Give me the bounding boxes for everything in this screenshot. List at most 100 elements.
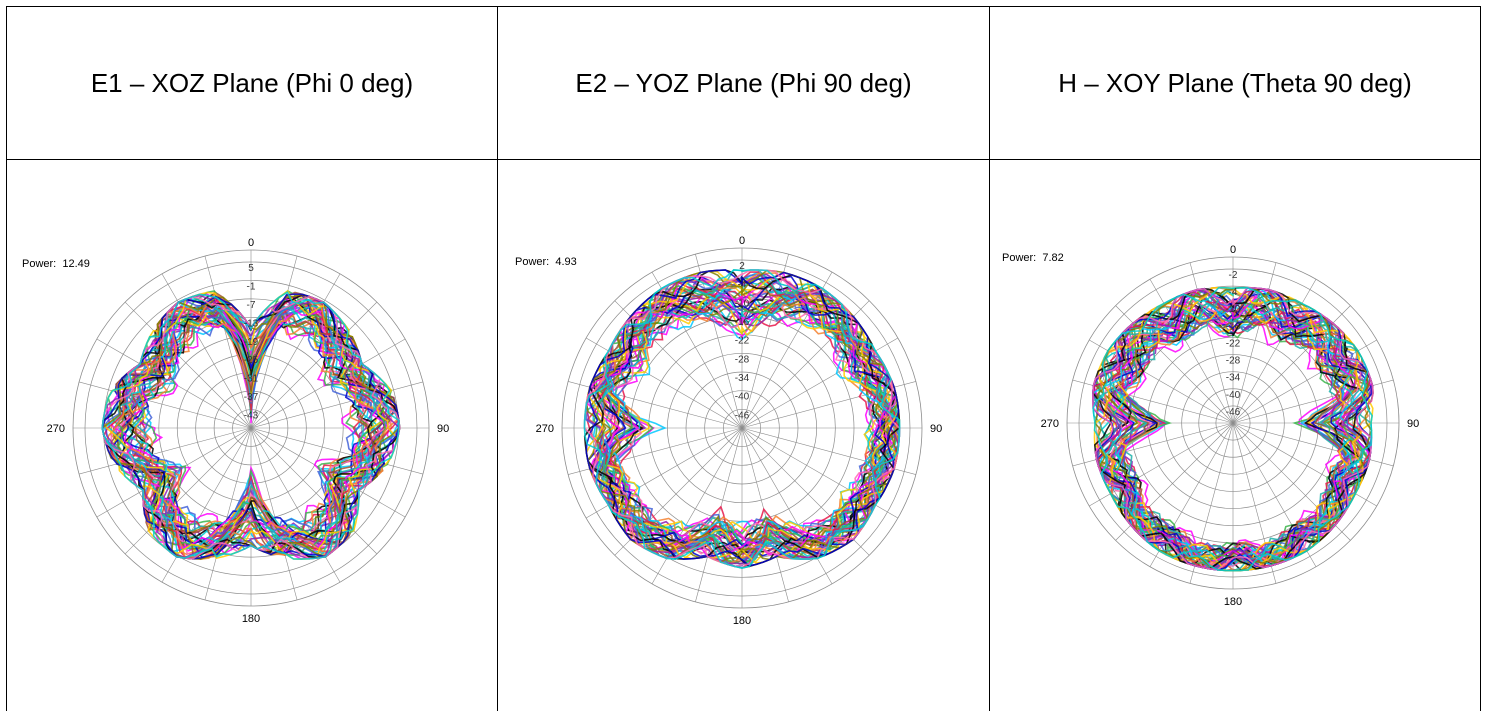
radial-tick-label: -22 xyxy=(735,336,750,347)
radial-tick-label: 5 xyxy=(248,263,254,274)
angle-label: 180 xyxy=(1224,596,1242,608)
radial-tick-label: -19 xyxy=(244,337,259,348)
grid-spoke xyxy=(250,255,298,429)
grid-spoke xyxy=(1232,422,1377,507)
radial-tick-label: -34 xyxy=(735,373,750,384)
grid-spoke xyxy=(204,427,252,601)
trace-series xyxy=(585,269,900,567)
grid-spoke xyxy=(250,427,378,555)
radial-tick-label: -1 xyxy=(247,281,256,292)
trace-series xyxy=(1092,287,1374,570)
trace-series xyxy=(1095,288,1373,570)
grid-spoke xyxy=(250,427,424,475)
trace-series xyxy=(583,269,901,569)
radial-tick-label: -4 xyxy=(1229,287,1238,298)
grid-spoke xyxy=(1089,422,1234,507)
trace-series xyxy=(594,293,891,546)
radial-tick-label: -25 xyxy=(244,355,259,366)
radial-tick-label: -46 xyxy=(735,410,750,421)
title-e1: E1 – XOZ Plane (Phi 0 deg) xyxy=(90,67,414,98)
power-value: 12.49 xyxy=(62,258,90,270)
grid-spoke xyxy=(250,301,378,429)
grid-spoke xyxy=(741,254,789,429)
title-h: H – XOY Plane (Theta 90 deg) xyxy=(1058,67,1412,98)
radial-tick-label: -28 xyxy=(1226,356,1241,367)
radial-tick-label: -37 xyxy=(244,392,259,403)
angle-label: 270 xyxy=(1041,418,1059,430)
grid-spoke xyxy=(250,427,298,601)
radial-tick-label: -40 xyxy=(735,392,750,403)
trace-series xyxy=(594,287,897,550)
grid-spoke xyxy=(250,273,341,429)
polar-chart-e2: 2 -4 -10 -16 -22 -28 -34 -40 -46 0 90 180 270 xyxy=(536,235,943,627)
trace-series xyxy=(585,269,899,563)
trace-series xyxy=(595,286,899,558)
power-readout-e2: Power: 4.93 xyxy=(515,256,577,268)
trace-series xyxy=(110,290,396,560)
angle-label: 0 xyxy=(739,235,745,247)
trace-series xyxy=(1092,286,1373,572)
power-value: 7.82 xyxy=(1042,252,1064,264)
trace-series xyxy=(1105,303,1363,566)
grid-spoke xyxy=(78,381,252,429)
power-label: Power: xyxy=(1002,252,1037,264)
angle-label: 0 xyxy=(248,237,254,249)
trace-series xyxy=(599,290,899,552)
radial-tick-label: -4 xyxy=(738,280,747,291)
angle-label: 270 xyxy=(536,423,554,435)
angle-label: 90 xyxy=(1407,418,1419,430)
grid-spoke xyxy=(250,338,406,429)
radial-tick-label: -34 xyxy=(1226,373,1241,384)
polar-chart-e1: 5 -1 -7 -13 -19 -25 -31 -37 -43 0 90 180 270 xyxy=(47,237,450,625)
radial-tick-label: -46 xyxy=(1226,407,1241,418)
radial-tick-label: -2 xyxy=(1229,270,1238,281)
grid-spoke xyxy=(124,301,252,429)
power-readout-e1: Power: 12.49 xyxy=(22,258,90,270)
power-label: Power: xyxy=(515,256,550,268)
radial-tick-label: -31 xyxy=(244,374,259,385)
angle-label: 90 xyxy=(437,423,449,435)
angle-label: 90 xyxy=(930,423,942,435)
trace-series xyxy=(596,281,897,564)
title-e2: E2 – YOZ Plane (Phi 90 deg) xyxy=(575,67,912,98)
trace-series xyxy=(105,292,399,560)
radial-tick-label: 2 xyxy=(739,261,745,272)
radial-tick-label: -43 xyxy=(244,411,259,422)
radial-tick-label: -16 xyxy=(735,317,750,328)
radial-tick-label: -7 xyxy=(247,300,256,311)
radial-tick-label: -40 xyxy=(1226,390,1241,401)
radial-tick-label: -22 xyxy=(1226,338,1241,349)
power-value: 4.93 xyxy=(555,256,577,268)
power-readout-h: Power: 7.82 xyxy=(1002,252,1064,264)
trace-series xyxy=(595,299,888,538)
header-e2: E2 – YOZ Plane (Phi 90 deg) xyxy=(497,6,990,160)
pattern-table: E1 – XOZ Plane (Phi 0 deg) E2 – YOZ Plan… xyxy=(6,6,1481,711)
radial-tick-label: -28 xyxy=(735,354,750,365)
radial-tick-label: -10 xyxy=(1226,304,1241,315)
radial-tick-label: -16 xyxy=(1226,321,1241,332)
grid-spoke xyxy=(78,427,252,475)
trace-series xyxy=(127,306,373,545)
trace-series xyxy=(101,291,400,560)
plot-cell-h: Power: 7.82 -2 -4 -10 -16 -22 -28 -34 -40 -46 0 90… xyxy=(989,159,1481,711)
plot-cell-e2: Power: 4.93 2 -4 -10 -16 -22 -28 -34 -40 -46 0 90 1… xyxy=(497,159,990,711)
trace-series xyxy=(587,275,897,558)
plot-cell-e1: Power: 12.49 5 -1 -7 -13 -19 -25 -31 -37 -43 0 90 1… xyxy=(6,159,498,711)
radial-tick-label: -10 xyxy=(735,298,750,309)
header-e1: E1 – XOZ Plane (Phi 0 deg) xyxy=(6,6,498,160)
grid-spoke xyxy=(250,381,424,429)
angle-label: 0 xyxy=(1230,244,1236,256)
angle-label: 180 xyxy=(242,613,260,625)
grid-spoke xyxy=(124,427,252,555)
trace-series xyxy=(101,293,400,560)
grid-spoke xyxy=(741,427,789,602)
trace-series xyxy=(115,293,389,556)
power-label: Power: xyxy=(22,258,57,270)
angle-label: 270 xyxy=(47,423,65,435)
header-h: H – XOY Plane (Theta 90 deg) xyxy=(989,6,1481,160)
grid-spoke xyxy=(741,427,833,585)
trace-series xyxy=(1092,287,1374,570)
radial-tick-label: -13 xyxy=(244,318,259,329)
polar-chart-h: -2 -4 -10 -16 -22 -28 -34 -40 -46 0 90 180 270 xyxy=(1041,244,1420,608)
grid-spoke xyxy=(204,255,252,429)
